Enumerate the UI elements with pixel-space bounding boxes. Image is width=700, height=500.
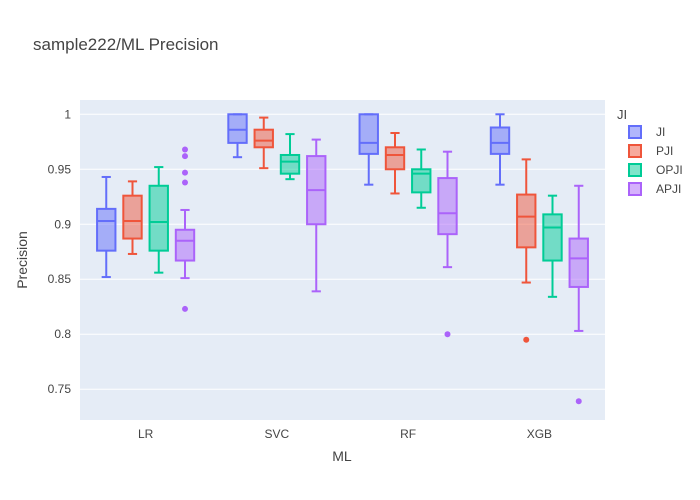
legend-swatch [628, 125, 642, 139]
outlier-point [575, 398, 582, 405]
box-pji-svc [253, 116, 274, 170]
iqr-box [358, 113, 379, 155]
legend-item-pji[interactable]: PJI [628, 144, 673, 158]
legend-label: OPJI [656, 163, 683, 177]
box-opji-rf [411, 148, 432, 209]
chart-title: sample222/ML Precision [33, 35, 219, 54]
outlier-point [182, 169, 188, 176]
y-tick-label: 0.8 [54, 327, 71, 341]
y-axis-title: Precision [14, 231, 30, 289]
outlier-point [182, 153, 188, 160]
legend-item-ji[interactable]: JI [628, 125, 665, 139]
iqr-box [122, 194, 143, 240]
x-axis-ticks: LR SVC RF XGB [138, 427, 552, 441]
outlier-point [182, 305, 188, 312]
iqr-box [174, 228, 196, 262]
iqr-box [516, 193, 537, 249]
legend-item-opji[interactable]: OPJI [628, 163, 683, 177]
legend-swatch [628, 144, 642, 158]
outlier-point [182, 179, 188, 186]
iqr-box [489, 126, 511, 155]
box-apji-lr [174, 146, 196, 312]
legend: JI JI PJI OPJI APJI [617, 107, 683, 196]
y-tick-label: 1 [64, 107, 71, 121]
legend-label: PJI [656, 144, 673, 158]
box-ji-svc [227, 113, 248, 159]
legend-item-apji[interactable]: APJI [628, 182, 681, 196]
box-opji-svc [279, 133, 301, 181]
iqr-box [542, 213, 563, 262]
legend-swatch [628, 163, 642, 177]
iqr-box [227, 113, 248, 144]
outlier-point [523, 336, 530, 343]
legend-title: JI [617, 107, 627, 122]
box-ji-rf [358, 113, 379, 186]
y-tick-label: 0.75 [48, 382, 72, 396]
box-pji-lr [122, 180, 143, 255]
iqr-box [437, 177, 458, 236]
box-ji-xgb [489, 113, 511, 186]
box-opji-xgb [542, 194, 563, 298]
plot-area [80, 100, 605, 420]
box-pji-rf [384, 131, 406, 195]
box-ji-lr [96, 175, 117, 279]
box-opji-lr [148, 166, 169, 274]
box-apji-rf [437, 150, 458, 338]
box-apji-xgb [568, 184, 589, 405]
legend-label: JI [656, 125, 665, 139]
y-tick-label: 0.95 [48, 162, 72, 176]
y-tick-label: 0.9 [54, 217, 71, 231]
iqr-box [411, 168, 432, 194]
y-axis-ticks: 0.75 0.8 0.85 0.9 0.95 1 [48, 107, 72, 396]
box-apji-svc [306, 138, 327, 293]
legend-label: APJI [656, 182, 681, 196]
x-tick-label: LR [138, 427, 154, 441]
legend-swatch [628, 182, 642, 196]
box-pji-xgb [516, 158, 537, 343]
iqr-box [148, 184, 169, 252]
box-traces [96, 113, 589, 405]
x-tick-label: RF [400, 427, 416, 441]
x-tick-label: XGB [527, 427, 552, 441]
iqr-box [253, 128, 274, 149]
iqr-box [96, 207, 117, 252]
y-tick-label: 0.85 [48, 272, 72, 286]
x-tick-label: SVC [265, 427, 290, 441]
x-axis-title: ML [332, 448, 352, 464]
iqr-box [279, 153, 301, 175]
iqr-box [384, 146, 406, 171]
iqr-box [568, 237, 589, 288]
outlier-point [444, 331, 451, 338]
outlier-point [182, 146, 188, 153]
